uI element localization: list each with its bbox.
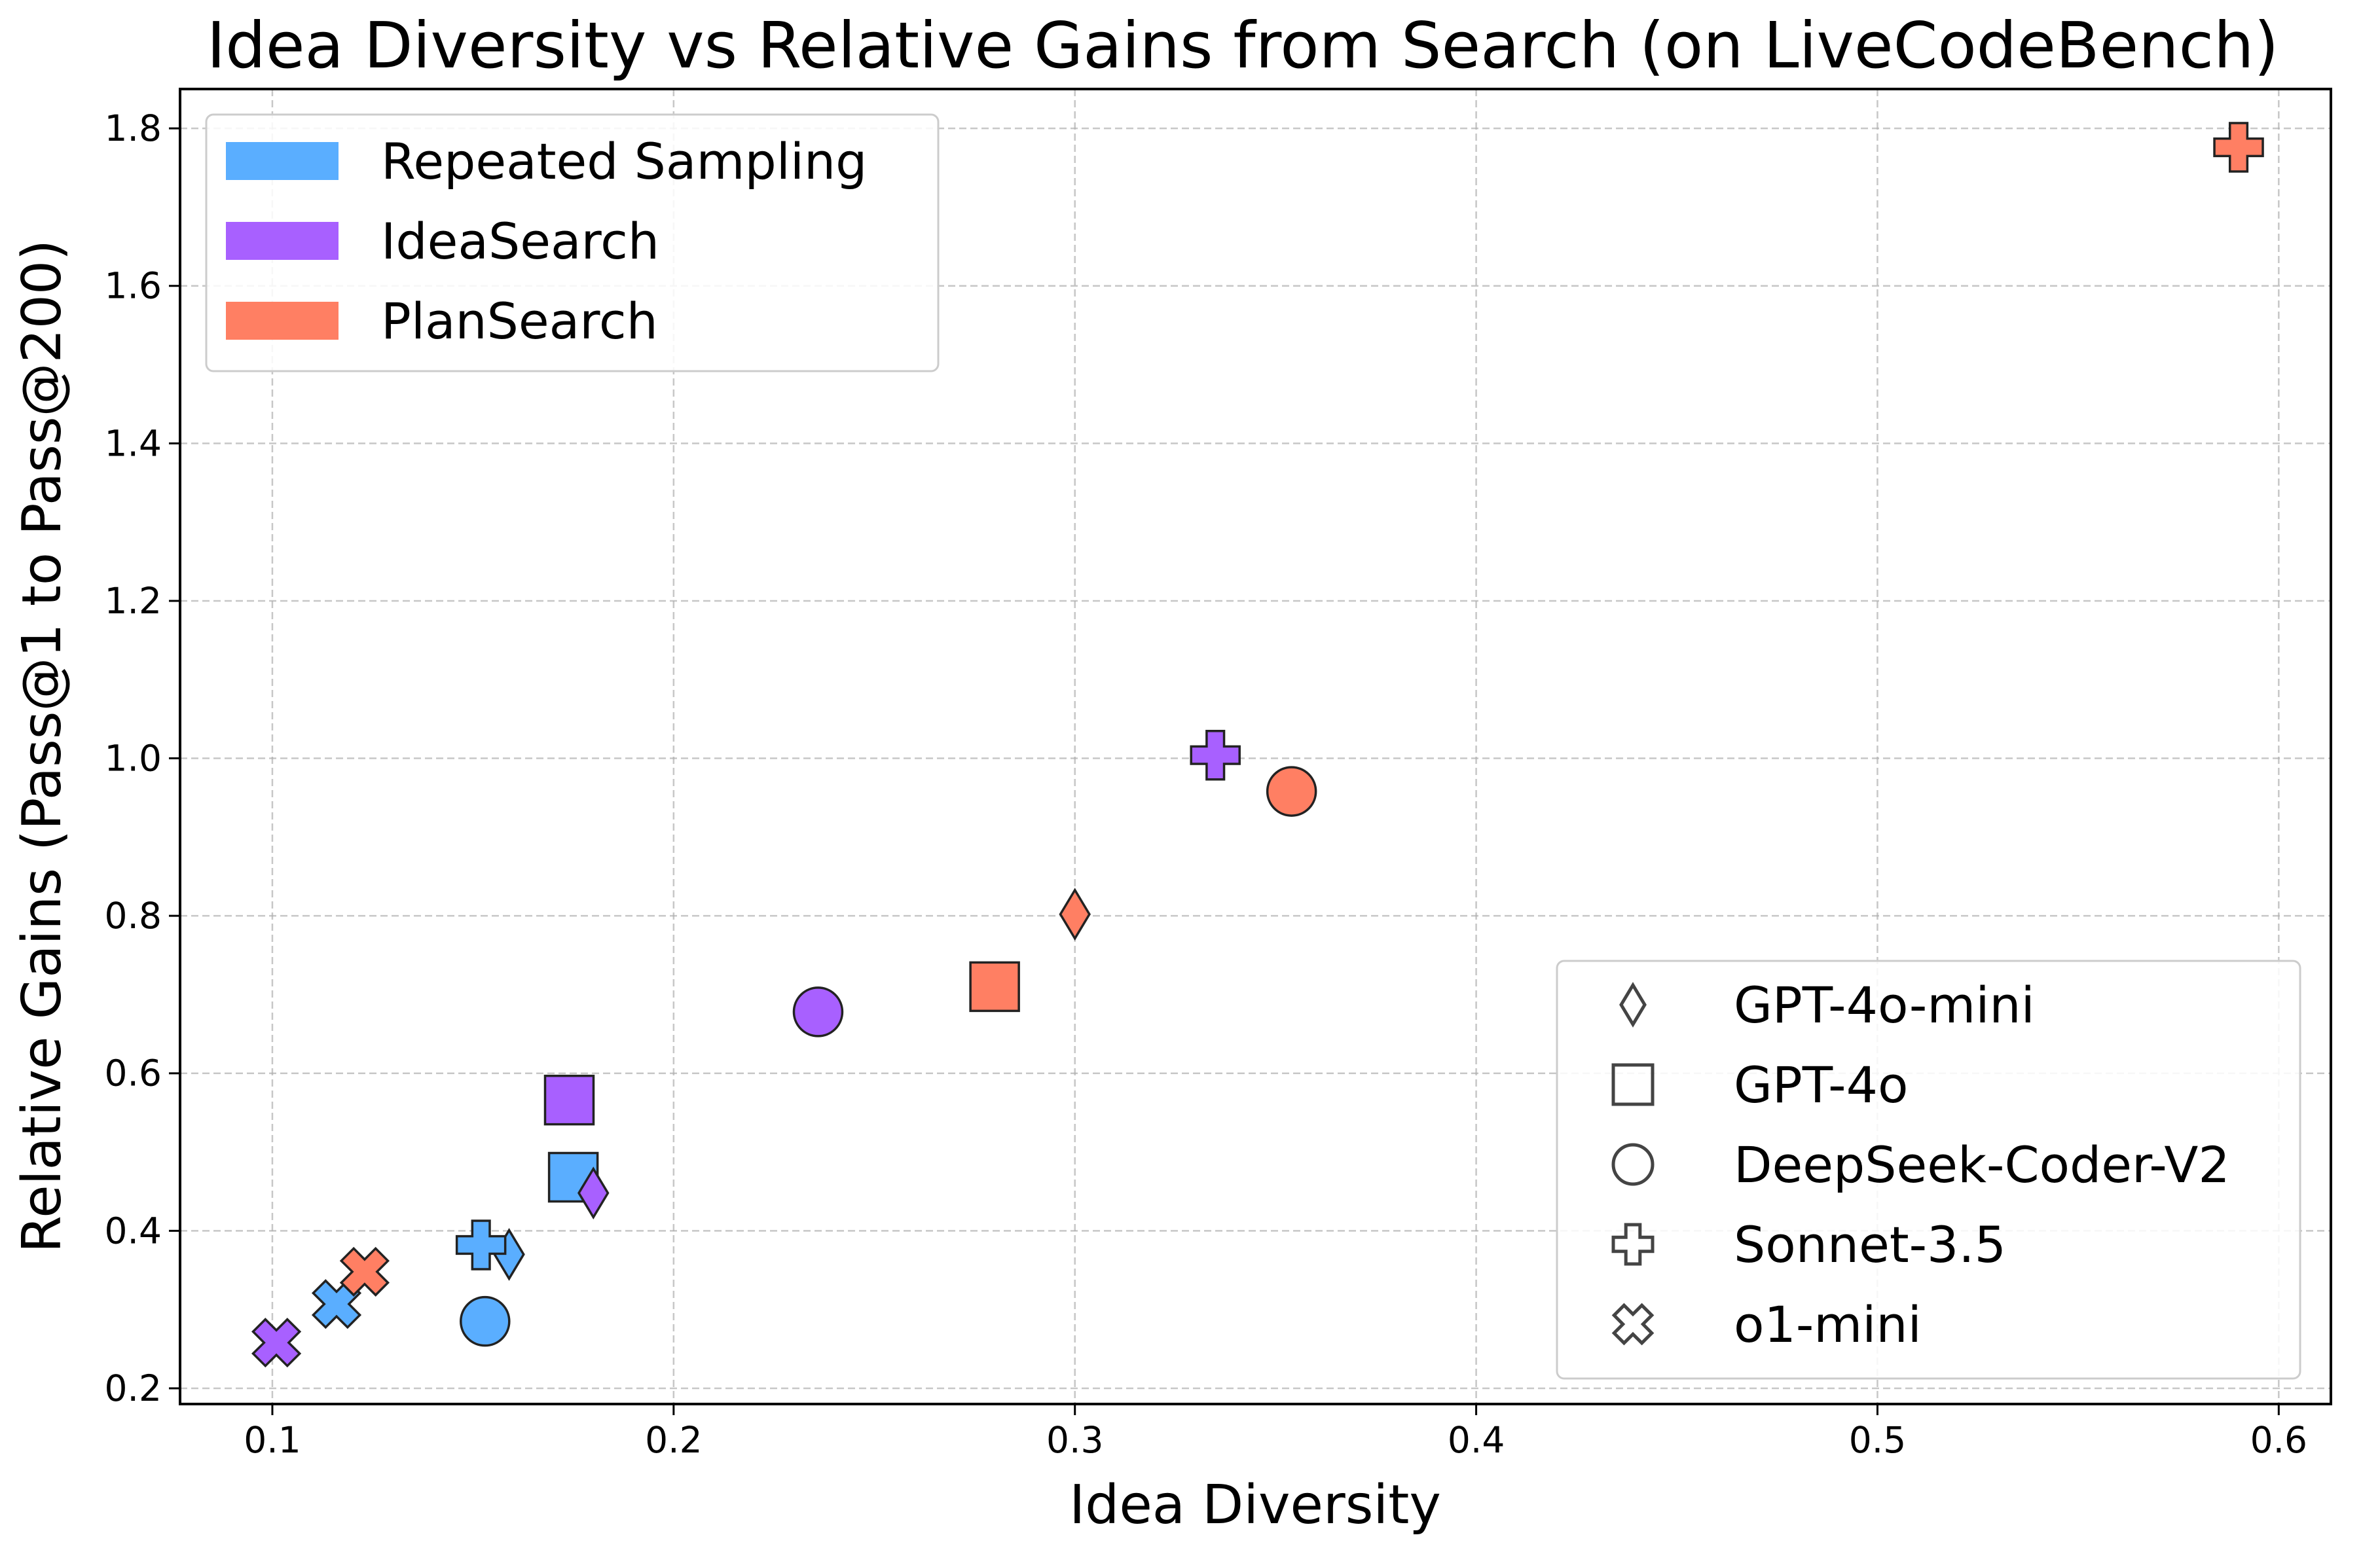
point-ideasearch-gpt-4o-mini bbox=[577, 1166, 610, 1220]
point-ideasearch-sonnet-3-5 bbox=[1190, 729, 1241, 781]
y-tick-label: 1.6 bbox=[105, 265, 162, 307]
legend-marker-square-icon bbox=[1611, 1063, 1655, 1106]
x-axis-label: Idea Diversity bbox=[1069, 1474, 1441, 1536]
legend-label-gpt-4o-mini: GPT-4o-mini bbox=[1734, 976, 2035, 1034]
x-tick-label: 0.4 bbox=[1448, 1419, 1505, 1461]
legend-marker-circle-icon bbox=[1611, 1143, 1655, 1186]
x-tick-label: 0.1 bbox=[244, 1419, 301, 1461]
method-legend: Repeated Sampling IdeaSearch PlanSearch bbox=[205, 113, 940, 372]
point-plansearch-deepseek-coder-v2 bbox=[1266, 766, 1317, 817]
y-tick-label: 1.2 bbox=[105, 580, 162, 622]
grid bbox=[180, 89, 2331, 1404]
y-axis-label: Relative Gains (Pass@1 to Pass@200) bbox=[11, 240, 73, 1253]
point-repeated-sampling-o1-mini bbox=[311, 1279, 362, 1329]
method-legend-frame bbox=[205, 113, 940, 372]
y-tick-label: 1.8 bbox=[105, 107, 162, 149]
point-plansearch-sonnet-3-5 bbox=[2213, 122, 2264, 173]
point-plansearch-o1-mini bbox=[339, 1246, 390, 1297]
legend-marker-x-icon bbox=[1611, 1303, 1655, 1346]
chart-title: Idea Diversity vs Relative Gains from Se… bbox=[207, 9, 2279, 82]
legend-label-o1-mini: o1-mini bbox=[1734, 1295, 1922, 1354]
x-tick-label: 0.3 bbox=[1046, 1419, 1103, 1461]
point-repeated-sampling-sonnet-3-5 bbox=[455, 1219, 507, 1271]
y-tick-label: 0.2 bbox=[105, 1367, 162, 1409]
y-tick-label: 0.8 bbox=[105, 895, 162, 937]
legend-label-gpt-4o: GPT-4o bbox=[1734, 1056, 1908, 1114]
x-tick-label: 0.5 bbox=[1849, 1419, 1906, 1461]
legend-label-repeated-sampling: Repeated Sampling bbox=[381, 132, 867, 190]
point-ideasearch-o1-mini bbox=[251, 1318, 302, 1368]
plot-frame bbox=[179, 88, 2332, 1405]
legend-marker-diamond-icon bbox=[1619, 982, 1647, 1028]
data-points bbox=[251, 122, 2264, 1368]
y-tick-label: 0.4 bbox=[105, 1210, 162, 1252]
point-plansearch-gpt-4o bbox=[969, 961, 1020, 1013]
legend-swatch-repeated-sampling bbox=[226, 142, 339, 180]
y-tick-label: 0.6 bbox=[105, 1053, 162, 1094]
model-legend-frame bbox=[1556, 960, 2301, 1380]
legend-label-sonnet-3-5: Sonnet-3.5 bbox=[1734, 1216, 2006, 1274]
axis-ticks: 0.1 0.2 0.3 0.4 0.5 0.6 0.2 0.4 0.6 0.8 1.0 1.2 1.4 1… bbox=[105, 107, 2308, 1461]
legend-label-ideasearch: IdeaSearch bbox=[381, 212, 659, 270]
legend-swatch-ideasearch bbox=[226, 222, 339, 260]
point-repeated-sampling-deepseek-coder-v2 bbox=[460, 1296, 511, 1347]
x-tick-label: 0.2 bbox=[645, 1419, 702, 1461]
legend-label-plansearch: PlanSearch bbox=[381, 292, 658, 350]
y-tick-label: 1.0 bbox=[105, 738, 162, 780]
y-tick-label: 1.4 bbox=[105, 422, 162, 464]
x-tick-label: 0.6 bbox=[2250, 1419, 2307, 1461]
legend-marker-plus-icon bbox=[1611, 1223, 1655, 1266]
point-ideasearch-deepseek-coder-v2 bbox=[792, 986, 844, 1037]
legend-label-deepseek-coder-v2: DeepSeek-Coder-V2 bbox=[1734, 1136, 2230, 1194]
legend-swatch-plansearch bbox=[226, 302, 339, 340]
model-legend: GPT-4o-mini GPT-4o DeepSeek-Coder-V2 Sonnet… bbox=[1556, 960, 2301, 1380]
point-plansearch-gpt-4o-mini bbox=[1059, 888, 1091, 941]
point-ideasearch-gpt-4o bbox=[543, 1074, 595, 1126]
